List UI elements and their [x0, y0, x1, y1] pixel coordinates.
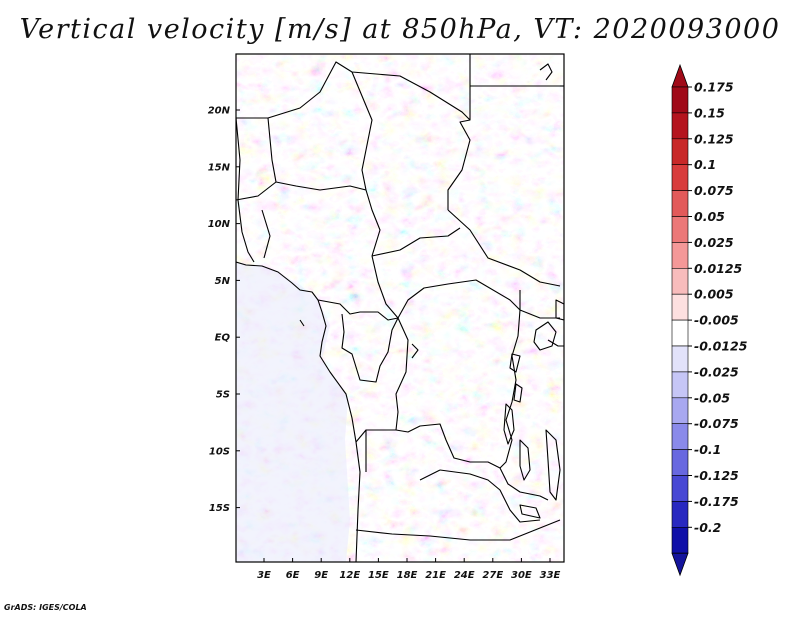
colorbar-swatch: [671, 397, 689, 424]
longitude-axis: 3E 6E 9E 12E 15E 18E 21E 24E 27E 30E 33E: [257, 558, 561, 581]
colorbar-label: 0.005: [694, 287, 734, 302]
map-frame: [235, 53, 565, 563]
colorbar-label: 0.1: [694, 157, 716, 172]
colorbar-label: -0.005: [694, 313, 739, 328]
grads-credit: GrADS: IGES/COLA: [4, 603, 87, 612]
colorbar-swatch: [671, 138, 689, 166]
lat-tick-label: 20N: [208, 106, 231, 117]
lon-tick-label: 3E: [257, 570, 271, 581]
colorbar-bottom-arrow: [671, 552, 689, 577]
colorbar-label: -0.05: [694, 390, 730, 405]
colorbar-swatch: [671, 423, 689, 450]
colorbar: [671, 63, 689, 577]
colorbar-label: -0.1: [694, 442, 721, 457]
colorbar-swatch: [671, 86, 689, 114]
colorbar-label: 0.05: [694, 209, 725, 224]
colorbar-swatch: [671, 112, 689, 140]
lat-tick-label: 15S: [209, 503, 230, 514]
colorbar-swatch: [671, 190, 689, 217]
lon-tick-label: 27E: [482, 570, 503, 581]
map-title: Vertical velocity [m/s] at 850hPa, VT: 2…: [19, 14, 781, 45]
colorbar-swatch: [671, 449, 689, 476]
colorbar-label: 0.15: [694, 105, 725, 120]
colorbar-swatch: [671, 164, 689, 191]
lon-tick-label: 18E: [397, 570, 418, 581]
colorbar-swatch: [671, 345, 689, 373]
country-borders: [236, 54, 564, 562]
colorbar-labels: 0.175 0.15 0.125 0.1 0.075 0.05 0.025 0.0125 0.0…: [688, 80, 748, 535]
colorbar-swatch: [671, 371, 689, 399]
colorbar-swatch: [671, 267, 689, 295]
lon-tick-label: 6E: [286, 570, 300, 581]
lat-tick-label: 10N: [208, 219, 231, 230]
colorbar-label: -0.025: [694, 364, 739, 379]
lon-tick-label: 21E: [425, 570, 446, 581]
lon-tick-label: 24E: [454, 570, 475, 581]
lon-tick-label: 33E: [540, 570, 561, 581]
lon-tick-label: 15E: [368, 570, 389, 581]
lon-tick-label: 9E: [314, 570, 328, 581]
colorbar-swatch: [671, 526, 689, 554]
colorbar-swatch: [671, 501, 689, 528]
lat-tick-label: 5S: [216, 390, 230, 401]
lat-tick-label: 5N: [215, 276, 231, 287]
colorbar-swatch: [671, 216, 689, 243]
lat-tick-label: 10S: [209, 446, 230, 457]
colorbar-label: -0.125: [694, 468, 739, 483]
colorbar-label: 0.0125: [694, 261, 743, 276]
colorbar-swatch: [671, 475, 689, 502]
velocity-field: [236, 54, 564, 562]
colorbar-label: -0.2: [694, 520, 721, 535]
lat-tick-label: EQ: [215, 333, 231, 344]
colorbar-label: 0.025: [694, 235, 734, 250]
colorbar-swatch: [671, 319, 689, 347]
colorbar-label: 0.175: [694, 80, 734, 95]
colorbar-label: -0.175: [694, 494, 739, 509]
colorbar-label: -0.075: [694, 416, 739, 431]
lon-tick-label: 30E: [511, 570, 532, 581]
colorbar-swatch: [671, 293, 689, 321]
lon-tick-label: 12E: [339, 570, 360, 581]
colorbar-label: 0.125: [694, 131, 734, 146]
colorbar-label: 0.075: [694, 183, 734, 198]
colorbar-label: -0.0125: [694, 339, 748, 354]
colorbar-top-arrow: [671, 63, 689, 88]
lat-tick-label: 15N: [208, 162, 231, 173]
latitude-axis: 20N 15N 10N 5N EQ 5S 10S 15S: [208, 106, 240, 514]
colorbar-swatch: [671, 242, 689, 269]
